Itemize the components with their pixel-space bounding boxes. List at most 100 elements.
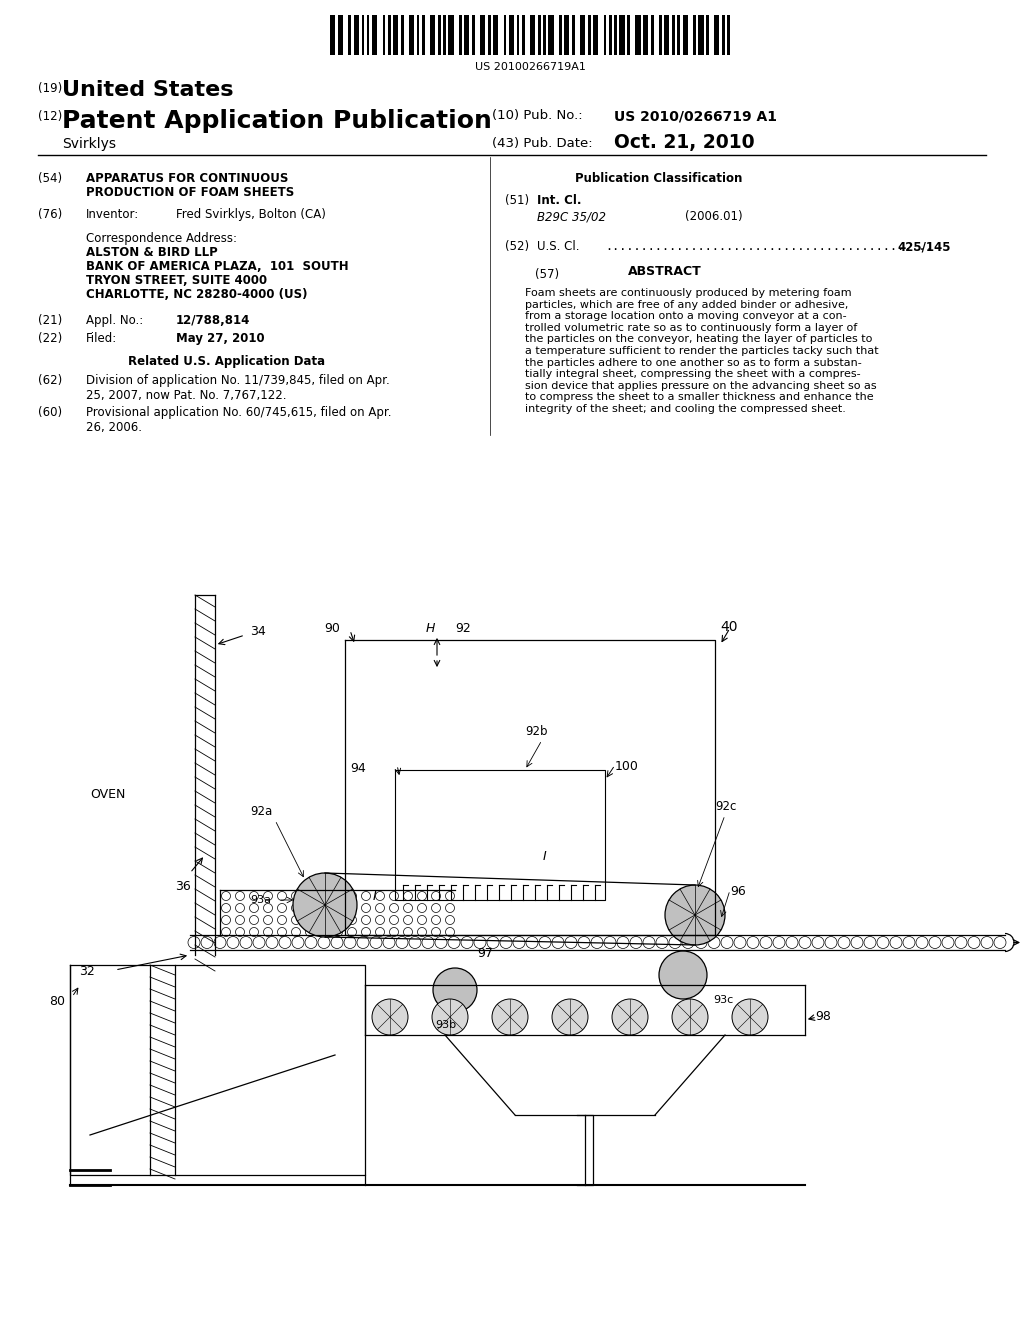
Bar — [656, 15, 659, 55]
Text: (52): (52) — [505, 240, 529, 253]
Text: 93c: 93c — [713, 995, 733, 1005]
Bar — [365, 15, 367, 55]
Bar — [438, 15, 440, 55]
Text: (60): (60) — [38, 407, 62, 418]
Text: 34: 34 — [250, 624, 266, 638]
Bar — [401, 15, 403, 55]
Bar — [512, 15, 514, 55]
Bar — [467, 15, 469, 55]
Circle shape — [552, 999, 588, 1035]
Bar — [559, 15, 561, 55]
Bar — [720, 15, 722, 55]
Text: ABSTRACT: ABSTRACT — [628, 265, 701, 279]
Bar — [567, 15, 569, 55]
Bar — [409, 15, 412, 55]
Bar — [341, 15, 343, 55]
Bar — [524, 15, 527, 55]
Bar — [628, 15, 630, 55]
Circle shape — [293, 873, 357, 937]
Bar — [662, 15, 665, 55]
Bar — [546, 15, 549, 55]
Bar — [598, 15, 601, 55]
Bar — [390, 15, 393, 55]
Bar — [701, 15, 703, 55]
Text: 96: 96 — [730, 884, 745, 898]
Text: (21): (21) — [38, 314, 62, 327]
Text: 92: 92 — [455, 622, 471, 635]
Bar — [675, 15, 677, 55]
Bar — [385, 15, 388, 55]
Bar — [685, 15, 688, 55]
Text: 93a: 93a — [250, 895, 271, 906]
Bar — [714, 15, 717, 55]
Bar — [680, 15, 683, 55]
Text: (19): (19) — [38, 82, 62, 95]
Bar — [482, 15, 485, 55]
Text: APPARATUS FOR CONTINUOUS: APPARATUS FOR CONTINUOUS — [86, 172, 289, 185]
Bar — [641, 15, 643, 55]
Bar — [403, 15, 407, 55]
Text: (54): (54) — [38, 172, 62, 185]
Text: Fred Svirklys, Bolton (CA): Fred Svirklys, Bolton (CA) — [176, 209, 326, 220]
Bar — [494, 15, 496, 55]
Bar — [519, 15, 522, 55]
Bar — [543, 15, 546, 55]
Circle shape — [433, 968, 477, 1012]
Text: Foam sheets are continuously produced by metering foam
particles, which are free: Foam sheets are continuously produced by… — [525, 288, 879, 414]
Bar — [601, 15, 604, 55]
Text: 90: 90 — [325, 622, 340, 635]
Bar — [703, 15, 707, 55]
Bar — [490, 15, 494, 55]
Bar — [361, 15, 365, 55]
Text: I: I — [373, 890, 377, 903]
Text: (43) Pub. Date:: (43) Pub. Date: — [492, 137, 593, 150]
Text: May 27, 2010: May 27, 2010 — [176, 333, 264, 345]
Text: ..............................................: ........................................… — [605, 240, 933, 253]
Bar — [727, 15, 730, 55]
Bar — [459, 15, 462, 55]
Bar — [564, 15, 567, 55]
Bar — [417, 15, 420, 55]
Text: US 20100266719A1: US 20100266719A1 — [474, 62, 586, 73]
Text: Filed:: Filed: — [86, 333, 118, 345]
Bar — [593, 15, 596, 55]
Bar — [551, 15, 554, 55]
Bar — [475, 15, 477, 55]
Bar — [561, 15, 564, 55]
Bar — [569, 15, 572, 55]
Bar — [630, 15, 633, 55]
Text: 80: 80 — [49, 995, 65, 1008]
Text: TRYON STREET, SUITE 4000: TRYON STREET, SUITE 4000 — [86, 275, 267, 286]
Text: H: H — [425, 622, 434, 635]
Circle shape — [372, 999, 408, 1035]
Text: (2006.01): (2006.01) — [685, 210, 742, 223]
Bar — [659, 15, 662, 55]
Text: Patent Application Publication: Patent Application Publication — [62, 110, 492, 133]
Bar — [372, 15, 375, 55]
Text: U.S. Cl.: U.S. Cl. — [537, 240, 580, 253]
Text: OVEN: OVEN — [90, 788, 125, 801]
Bar — [643, 15, 646, 55]
Bar — [554, 15, 556, 55]
Bar — [609, 15, 611, 55]
Circle shape — [665, 884, 725, 945]
Bar — [667, 15, 670, 55]
Text: 92c: 92c — [715, 800, 736, 813]
Bar — [335, 15, 338, 55]
Circle shape — [732, 999, 768, 1035]
Bar — [616, 15, 620, 55]
Bar — [430, 15, 432, 55]
Bar — [606, 15, 609, 55]
Bar — [343, 15, 346, 55]
Bar — [672, 15, 675, 55]
Bar — [496, 15, 499, 55]
Bar — [351, 15, 353, 55]
Text: I: I — [543, 850, 547, 863]
Bar — [449, 15, 451, 55]
Bar — [425, 15, 427, 55]
Bar — [445, 15, 449, 55]
Text: Provisional application No. 60/745,615, filed on Apr.
26, 2006.: Provisional application No. 60/745,615, … — [86, 407, 391, 434]
Bar — [469, 15, 472, 55]
Bar — [591, 15, 593, 55]
Text: PRODUCTION OF FOAM SHEETS: PRODUCTION OF FOAM SHEETS — [86, 186, 294, 199]
